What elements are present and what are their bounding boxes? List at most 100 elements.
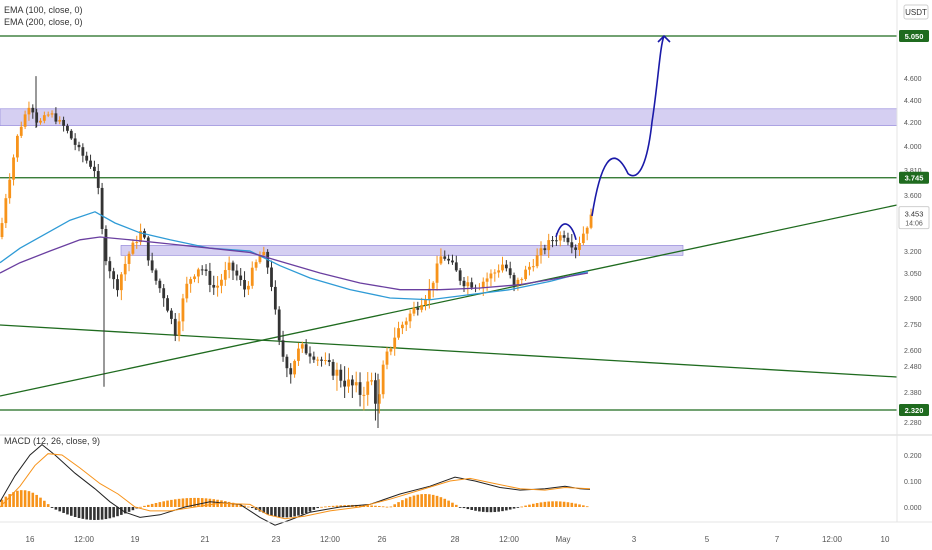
macd-histogram-bar bbox=[570, 502, 574, 507]
candle-body bbox=[481, 281, 485, 288]
price-tick-label: 4.400 bbox=[904, 98, 922, 105]
candle-body bbox=[116, 279, 119, 291]
macd-histogram-bar bbox=[501, 507, 504, 512]
candle-body bbox=[535, 255, 539, 267]
candle-body bbox=[73, 138, 77, 145]
candle-body bbox=[216, 285, 219, 288]
macd-histogram-bar bbox=[227, 501, 231, 507]
macd-histogram-bar bbox=[70, 507, 73, 516]
price-tick-label: 2.280 bbox=[904, 420, 922, 427]
countdown-label: 14:06 bbox=[905, 221, 923, 228]
candle-body bbox=[54, 113, 58, 122]
level-badge-label: 2.320 bbox=[905, 406, 924, 415]
time-tick-label: 5 bbox=[705, 535, 710, 544]
macd-histogram-bar bbox=[54, 507, 58, 510]
macd-histogram-bar bbox=[516, 507, 520, 508]
candle-body bbox=[35, 112, 39, 123]
macd-histogram-bar bbox=[308, 507, 312, 512]
macd-histogram-bar bbox=[455, 504, 458, 507]
candle-body bbox=[58, 119, 62, 122]
macd-histogram-bar bbox=[324, 506, 327, 508]
candle-body bbox=[204, 269, 208, 271]
time-tick-label: 23 bbox=[272, 535, 281, 544]
candle-body bbox=[350, 379, 354, 386]
candle-body bbox=[435, 263, 439, 283]
macd-histogram-bar bbox=[27, 491, 31, 507]
candle-body bbox=[555, 240, 558, 242]
macd-histogram-bar bbox=[562, 501, 566, 507]
macd-histogram-bar bbox=[389, 506, 393, 508]
candle-body bbox=[158, 280, 162, 289]
candle-body bbox=[0, 223, 4, 237]
macd-histogram-bar bbox=[200, 498, 204, 507]
macd-histogram-bar bbox=[551, 501, 554, 507]
macd-histogram-bar bbox=[543, 501, 547, 507]
macd-histogram-bar bbox=[39, 497, 42, 507]
macd-histogram-bar bbox=[170, 499, 173, 507]
macd-histogram-bar bbox=[316, 507, 319, 509]
candle-body bbox=[501, 264, 504, 271]
candle-body bbox=[177, 321, 181, 336]
macd-histogram-bar bbox=[289, 507, 293, 518]
candle-body bbox=[181, 298, 185, 322]
macd-histogram-bar bbox=[404, 498, 408, 507]
candle-body bbox=[189, 279, 193, 284]
macd-histogram-bar bbox=[46, 504, 50, 507]
candle-body bbox=[81, 147, 85, 156]
macd-histogram-bar bbox=[293, 507, 296, 517]
macd-histogram-bar bbox=[301, 507, 304, 515]
candle-body bbox=[539, 248, 543, 256]
projection-arrowhead bbox=[657, 34, 671, 43]
price-panel bbox=[0, 34, 898, 428]
candle-body bbox=[42, 115, 46, 121]
current-price-label: 3.453 bbox=[905, 210, 924, 219]
candle-body bbox=[154, 270, 158, 281]
macd-histogram-bar bbox=[162, 501, 165, 507]
candle-body bbox=[574, 247, 578, 250]
candle-body bbox=[4, 198, 8, 224]
macd-histogram-bar bbox=[224, 501, 227, 507]
candle-body bbox=[547, 240, 551, 251]
candle-body bbox=[150, 260, 154, 271]
candle-body bbox=[112, 271, 116, 280]
ema100-legend: EMA (100, close, 0) bbox=[4, 5, 83, 15]
candle-body bbox=[528, 266, 531, 270]
time-tick-label: 12:00 bbox=[499, 535, 520, 544]
time-tick-label: 7 bbox=[775, 535, 780, 544]
macd-histogram-bar bbox=[532, 503, 535, 507]
macd-histogram-bar bbox=[312, 507, 316, 510]
macd-histogram-bar bbox=[327, 506, 331, 507]
candle-body bbox=[77, 144, 81, 148]
macd-histogram-bar bbox=[358, 504, 362, 507]
level-badge bbox=[899, 30, 929, 42]
candle-body bbox=[31, 107, 35, 113]
candle-body bbox=[208, 270, 212, 285]
macd-histogram-bar bbox=[397, 502, 400, 507]
macd-line bbox=[0, 443, 591, 526]
time-tick-label: 12:00 bbox=[822, 535, 843, 544]
macd-histogram-bar bbox=[193, 497, 196, 507]
level-badge-label: 3.745 bbox=[905, 174, 924, 183]
candle-body bbox=[108, 261, 112, 272]
macd-histogram-bar bbox=[505, 507, 508, 511]
macd-histogram-bar bbox=[443, 498, 447, 507]
candle-body bbox=[220, 279, 223, 286]
macd-tick-label: 0.100 bbox=[904, 479, 922, 486]
macd-histogram-bar bbox=[77, 507, 81, 519]
macd-histogram-bar bbox=[555, 501, 558, 507]
candle-body bbox=[196, 269, 200, 277]
macd-histogram-bar bbox=[166, 500, 169, 507]
candle-body bbox=[193, 276, 196, 280]
macd-histogram-bar bbox=[158, 502, 162, 507]
macd-histogram-bar bbox=[439, 497, 443, 507]
candle-body bbox=[139, 231, 142, 243]
candle-body bbox=[235, 270, 239, 276]
macd-histogram-bar bbox=[512, 507, 516, 509]
candle-body bbox=[270, 267, 273, 287]
currency-badge bbox=[903, 4, 929, 20]
macd-histogram-bar bbox=[393, 504, 396, 507]
candle-body bbox=[135, 242, 139, 244]
candle-body bbox=[447, 258, 450, 261]
price-tick-label: 3.050 bbox=[904, 271, 922, 278]
